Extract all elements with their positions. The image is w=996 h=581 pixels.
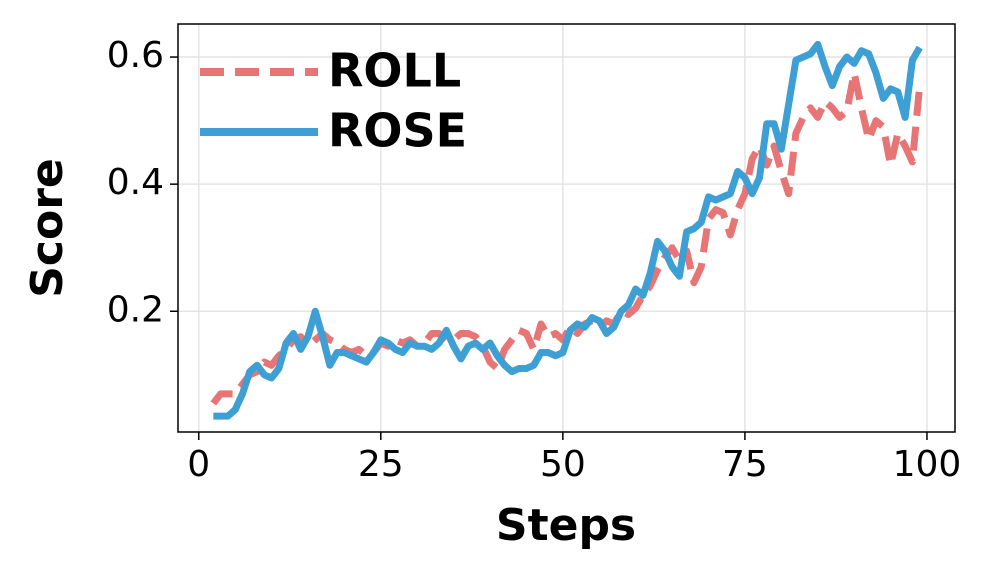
y-tick-label: 0.4 bbox=[107, 162, 164, 203]
x-tick-label: 100 bbox=[893, 444, 962, 485]
x-tick-label: 0 bbox=[187, 444, 210, 485]
legend-label: ROLL bbox=[328, 44, 461, 98]
series-line bbox=[213, 40, 923, 420]
y-tick-label: 0.6 bbox=[107, 35, 164, 76]
x-tick-label: 75 bbox=[722, 444, 768, 485]
series-line bbox=[210, 69, 924, 406]
y-axis-label: Score bbox=[22, 158, 73, 298]
x-axis-label: Steps bbox=[496, 500, 636, 551]
plot-frame bbox=[177, 23, 956, 433]
x-tick-label: 50 bbox=[540, 444, 586, 485]
x-tick-label: 25 bbox=[358, 444, 404, 485]
legend-label: ROSE bbox=[328, 104, 467, 158]
y-tick-label: 0.2 bbox=[107, 289, 164, 330]
